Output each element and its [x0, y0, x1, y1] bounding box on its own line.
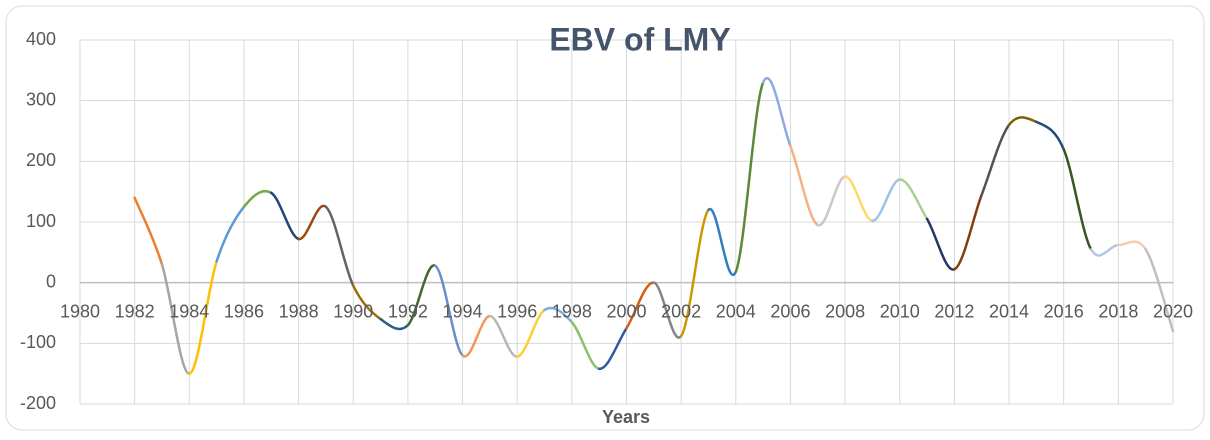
line-segment [160, 263, 191, 375]
line-segment [734, 81, 765, 273]
x-tick-label: 2010 [880, 301, 920, 321]
x-tick-label: 2016 [1044, 301, 1084, 321]
x-tick-label: 2012 [934, 301, 974, 321]
y-tick-label: 100 [26, 211, 56, 231]
line-segment [980, 123, 1011, 196]
y-tick-label: 0 [46, 271, 56, 291]
x-tick-label: 1998 [552, 301, 592, 321]
line-segment [1062, 147, 1093, 251]
x-tick-label: 1994 [443, 301, 483, 321]
line-segment [597, 326, 628, 371]
line-segment [324, 205, 355, 287]
line-segment [1144, 248, 1175, 333]
line-segment [843, 175, 874, 223]
x-tick-label: 2008 [825, 301, 865, 321]
x-tick-label: 2002 [661, 301, 701, 321]
line-segment [816, 175, 847, 227]
x-tick-label: 1984 [169, 301, 209, 321]
line-segment [461, 314, 492, 358]
x-tick-label: 1990 [333, 301, 373, 321]
line-segment [570, 320, 601, 371]
y-tick-label: 400 [26, 29, 56, 49]
line-segment [707, 207, 738, 277]
line-segment [433, 264, 464, 357]
x-tick-label: 2014 [989, 301, 1029, 321]
plot [133, 77, 1175, 375]
line-segment [871, 178, 901, 223]
x-tick-label: 2018 [1098, 301, 1138, 321]
line-segment [379, 317, 410, 331]
x-tick-label: 1988 [279, 301, 319, 321]
y-tick-label: -200 [20, 393, 56, 413]
x-tick-label: 1982 [115, 301, 155, 321]
x-tick-label: 2004 [716, 301, 756, 321]
y-tick-label: 300 [26, 89, 56, 109]
line-segment [406, 264, 437, 327]
line-segment [488, 314, 519, 358]
line-segment [352, 284, 382, 321]
x-tick-label: 1986 [224, 301, 264, 321]
line-segment [242, 189, 273, 209]
x-tick-label: 1980 [60, 301, 100, 321]
line-segment [270, 191, 300, 241]
x-tick-label: 1992 [388, 301, 428, 321]
grid [79, 39, 1174, 405]
x-tick-label: 2020 [1153, 301, 1193, 321]
x-tick-label: 2006 [770, 301, 810, 321]
line-segment [215, 205, 246, 263]
line-segment [133, 196, 164, 266]
y-tick-label: 200 [26, 150, 56, 170]
line-segment [188, 260, 218, 375]
x-tick-label: 2000 [606, 301, 646, 321]
line-segment [1035, 120, 1065, 151]
line-segment [543, 306, 574, 324]
line-segment [1089, 243, 1120, 257]
line-segment [953, 193, 983, 271]
line-segment [679, 208, 710, 338]
line-segment [789, 144, 820, 227]
line-segment [297, 204, 328, 241]
line-segment [515, 308, 546, 358]
line-segment [925, 217, 956, 271]
chart-title: EBV of LMY [549, 21, 730, 57]
line-segment [1117, 240, 1147, 251]
y-tick-label: -100 [20, 332, 56, 352]
line-segment [761, 77, 792, 148]
x-tick-label: 1996 [497, 301, 537, 321]
line-segment [625, 281, 656, 330]
line-segment [652, 281, 683, 339]
chart-frame [5, 5, 1205, 431]
line-segment [1007, 116, 1038, 127]
labels: -200 -100 0 100 200 300 400 1980 1982 1984 1986 198… [20, 29, 1193, 413]
line-segment [898, 178, 929, 221]
x-axis-title: Years [602, 407, 650, 427]
